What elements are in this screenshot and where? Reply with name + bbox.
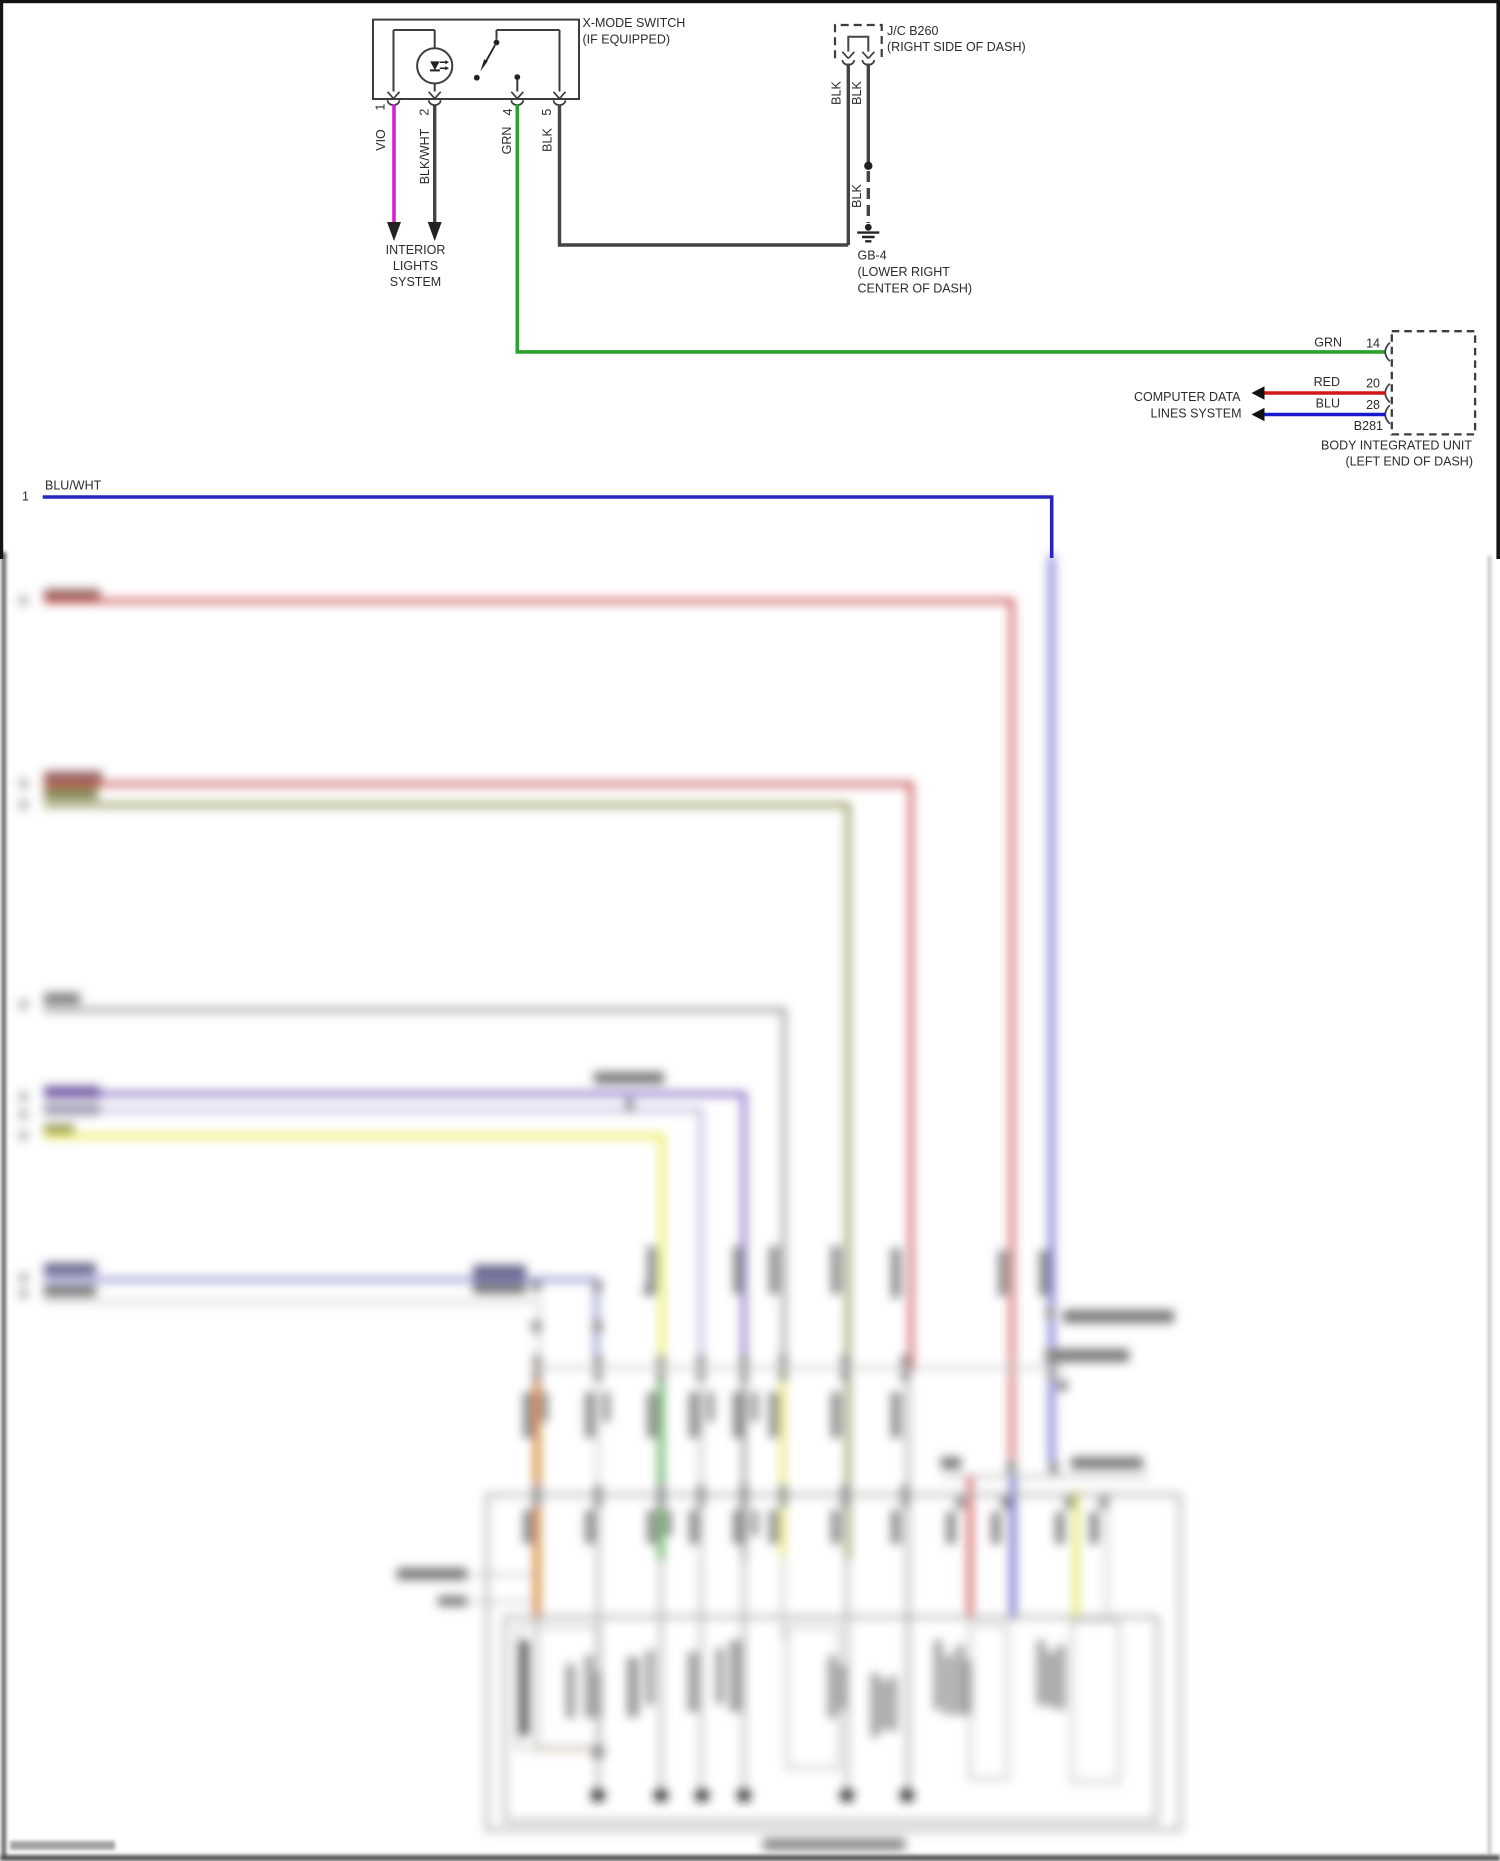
svg-text:BLK: BLK [829,81,843,105]
svg-text:LINES SYSTEM: LINES SYSTEM [1151,406,1242,420]
svg-text:28: 28 [1366,398,1380,412]
svg-text:1: 1 [22,490,29,504]
svg-text:GRN: GRN [500,127,514,155]
svg-text:4: 4 [501,108,515,115]
svg-text:BLK: BLK [850,184,864,208]
svg-text:BLK/WHT: BLK/WHT [418,128,432,184]
svg-text:20: 20 [1366,377,1380,391]
svg-text:SYSTEM: SYSTEM [390,275,441,289]
svg-text:CENTER OF DASH): CENTER OF DASH) [858,282,973,296]
svg-text:COMPUTER DATA: COMPUTER DATA [1134,390,1241,404]
svg-text:BLU: BLU [1316,396,1340,410]
svg-text:X-MODE SWITCH: X-MODE SWITCH [583,16,686,30]
svg-text:BLU/WHT: BLU/WHT [45,478,102,492]
svg-text:B281: B281 [1354,419,1383,433]
svg-text:BODY INTEGRATED UNIT: BODY INTEGRATED UNIT [1321,439,1472,453]
svg-text:BLK: BLK [540,128,554,152]
svg-text:(RIGHT SIDE OF DASH): (RIGHT SIDE OF DASH) [887,40,1026,54]
svg-text:GRN: GRN [1314,336,1342,350]
svg-text:5: 5 [540,109,554,116]
svg-text:1: 1 [374,104,388,111]
svg-text:(LEFT END OF DASH): (LEFT END OF DASH) [1345,455,1473,469]
svg-text:VIO: VIO [374,129,388,151]
svg-text:2: 2 [417,109,431,116]
svg-text:INTERIOR: INTERIOR [386,243,446,257]
svg-text:GB-4: GB-4 [858,249,887,263]
svg-text:(IF EQUIPPED): (IF EQUIPPED) [583,32,671,46]
svg-text:LIGHTS: LIGHTS [393,259,438,273]
svg-text:J/C B260: J/C B260 [887,24,938,38]
svg-text:14: 14 [1366,337,1380,351]
svg-text:BLK: BLK [850,81,864,105]
svg-text:RED: RED [1314,375,1340,389]
svg-text:(LOWER RIGHT: (LOWER RIGHT [858,265,951,279]
